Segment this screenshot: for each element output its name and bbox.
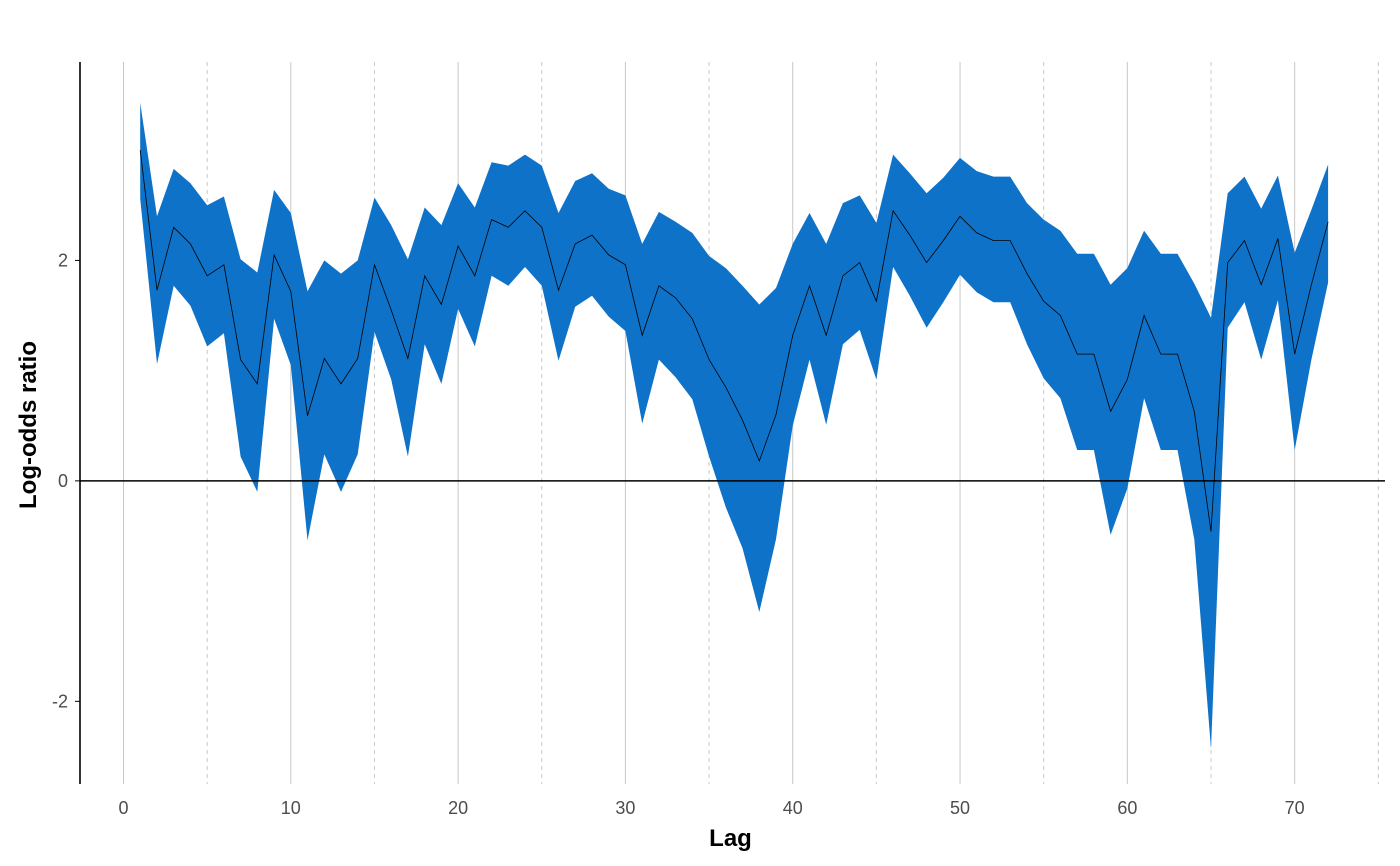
x-tick-label: 0 — [118, 798, 128, 818]
y-axis-ticks: -2 0 2 — [52, 250, 80, 711]
x-tick-label: 70 — [1285, 798, 1305, 818]
estimate-line — [139, 150, 1329, 532]
x-tick-label: 20 — [448, 798, 468, 818]
x-axis-ticks: 0 10 20 30 40 50 60 70 — [118, 798, 1304, 818]
x-tick-label: 60 — [1117, 798, 1137, 818]
y-tick-label: 2 — [58, 250, 68, 270]
x-axis-title: Lag — [709, 825, 752, 852]
x-tick-label: 10 — [281, 798, 301, 818]
x-tick-label: 30 — [615, 798, 635, 818]
x-tick-label: 50 — [950, 798, 970, 818]
y-tick-label: 0 — [58, 471, 68, 491]
confidence-band — [140, 102, 1329, 749]
y-tick-label: -2 — [52, 691, 68, 711]
y-axis-title: Log-odds ratio — [15, 341, 42, 509]
x-tick-label: 40 — [783, 798, 803, 818]
